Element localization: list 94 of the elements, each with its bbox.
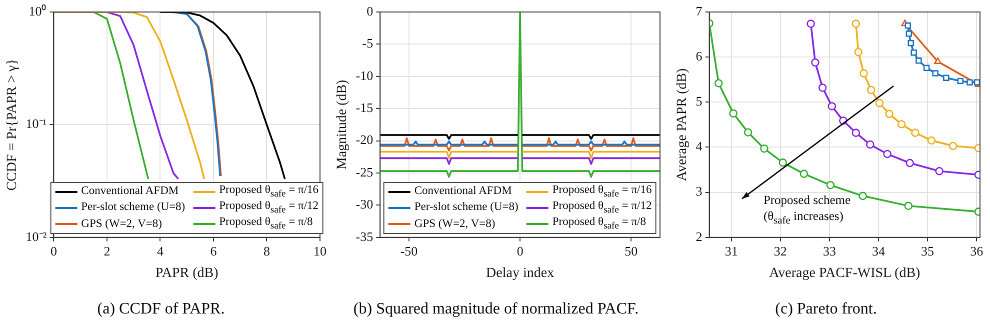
y-tick-label: 10⁻² <box>26 228 47 244</box>
y-tick-label: 4 <box>696 138 703 154</box>
x-axis-title: PAPR (dB) <box>155 266 219 282</box>
y-tick-label: 10⁰ <box>28 3 47 18</box>
point <box>897 120 906 128</box>
legend-label: Per-slot scheme (U=8) <box>414 201 518 214</box>
point <box>957 78 964 84</box>
point <box>927 136 936 145</box>
y-tick-label: 7 <box>696 3 703 18</box>
point <box>923 64 930 72</box>
y-tick-label: -15 <box>356 100 374 116</box>
point <box>906 158 914 168</box>
point <box>714 79 723 88</box>
point <box>932 70 938 76</box>
x-tick-label: 0 <box>516 244 524 259</box>
legend-label: Proposed θ$_{safe}$ = π/16 <box>552 184 652 200</box>
legend-label: Proposed θ$_{safe}$ = π/8 <box>552 216 646 232</box>
point <box>948 142 958 150</box>
point <box>729 109 738 118</box>
point <box>826 180 835 190</box>
point <box>904 202 913 210</box>
y-axis-title: CCDF = Pr{PAPR > γ} <box>5 58 20 191</box>
legend-label: GPS (W=2, V=8) <box>81 218 162 231</box>
x-tick-label: -50 <box>400 244 418 259</box>
x-tick-label: 6 <box>210 244 218 259</box>
x-tick-label: 10 <box>314 244 326 259</box>
legend-label: Conventional AFDM <box>414 185 512 198</box>
y-tick-label: -25 <box>356 164 374 180</box>
x-tick-label: 36 <box>970 244 984 259</box>
x-tick-label: 32 <box>774 244 787 259</box>
point <box>883 150 892 158</box>
point <box>858 192 867 200</box>
point <box>911 128 920 137</box>
x-tick-label: 4 <box>156 244 164 259</box>
point <box>908 40 914 46</box>
y-axis-title: Average PAPR (dB) <box>675 68 690 182</box>
y-tick-label: -30 <box>356 196 374 212</box>
y-tick-label: 5 <box>696 94 702 109</box>
y-tick-label: -10 <box>356 68 374 83</box>
point <box>828 102 836 110</box>
legend-label: GPS (W=2, V=8) <box>414 218 496 231</box>
point <box>934 57 942 64</box>
x-tick-label: 2 <box>104 244 110 259</box>
y-tick-label: 2 <box>696 228 702 244</box>
point <box>852 128 860 137</box>
text: (c) Pareto front. <box>775 300 877 318</box>
x-tick-label: 50 <box>624 244 638 259</box>
point <box>860 69 868 78</box>
point <box>866 140 874 149</box>
text: (b) Squared magnitude of normalized PACF. <box>353 300 639 318</box>
x-tick-label: 8 <box>263 244 270 259</box>
x-tick-label: 35 <box>921 244 934 259</box>
x-axis-title: Average PACF-WISL (dB) <box>769 266 921 282</box>
y-tick-label: 0 <box>366 3 374 18</box>
legend-label: Proposed θ$_{safe}$ = π/8 <box>219 216 313 232</box>
point <box>875 98 884 108</box>
point <box>910 49 917 56</box>
point <box>818 84 827 92</box>
y-tick-label: -35 <box>356 228 374 244</box>
point <box>778 158 788 167</box>
point <box>866 86 876 94</box>
legend-label: Proposed θ$_{safe}$ = π/12 <box>219 200 319 216</box>
x-tick-label: 31 <box>724 244 738 259</box>
point <box>916 58 922 64</box>
y-tick-label: -20 <box>356 132 374 148</box>
point <box>806 20 815 28</box>
point <box>943 74 950 81</box>
legend-label: Proposed θ$_{safe}$ = π/16 <box>219 184 319 200</box>
legend-label: Conventional AFDM <box>81 185 179 198</box>
legend-label: Proposed θ$_{safe}$ = π/12 <box>552 200 652 216</box>
point <box>744 128 752 137</box>
y-tick-label: -5 <box>362 36 374 51</box>
point <box>935 166 944 176</box>
annotation: (θ$_{safe}$ increases) <box>763 208 844 229</box>
y-tick-label: 3 <box>696 184 702 199</box>
point <box>906 30 912 37</box>
y-axis-title: Magnitude (dB) <box>335 79 350 170</box>
point <box>885 110 894 118</box>
y-tick-label: 10⁻¹ <box>26 116 47 132</box>
x-axis-title: Delay index <box>486 266 554 282</box>
annotation: Proposed scheme <box>763 192 851 208</box>
point <box>811 58 820 67</box>
point <box>904 22 912 29</box>
point <box>800 170 808 178</box>
x-tick-label: 34 <box>872 244 886 259</box>
x-tick-label: 0 <box>50 244 57 259</box>
text: (a) CCDF of PAPR. <box>97 300 225 318</box>
point <box>854 48 863 56</box>
y-tick-label: 6 <box>696 48 703 64</box>
point <box>760 144 768 153</box>
legend-label: Per-slot scheme (U=8) <box>81 201 186 214</box>
x-tick-label: 33 <box>822 244 836 259</box>
point <box>852 20 860 28</box>
point <box>966 79 973 86</box>
